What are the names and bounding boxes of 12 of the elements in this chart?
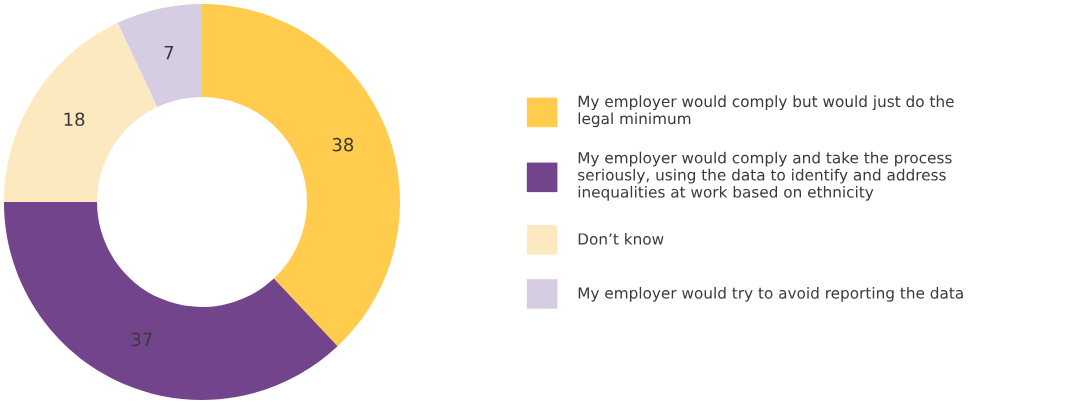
donut-slice bbox=[3, 22, 158, 202]
donut-slice bbox=[202, 3, 400, 347]
data-label: 7 bbox=[164, 45, 174, 60]
donut-slice bbox=[3, 202, 338, 400]
data-label: 38 bbox=[332, 137, 354, 152]
legend-label: My employer would try to avoid reporting the data bbox=[578, 286, 963, 302]
data-label: 18 bbox=[64, 112, 85, 127]
data-label: 37 bbox=[131, 332, 152, 347]
donut-slice bbox=[117, 3, 202, 108]
legend-label: My employer would comply and take the process seriously, using the data to identify and address inequalities at work based on ethnicity bbox=[578, 151, 952, 201]
legend-label: My employer would comply but would just do the legal minimum bbox=[578, 95, 954, 128]
legend-label: Don’t know bbox=[578, 232, 664, 245]
